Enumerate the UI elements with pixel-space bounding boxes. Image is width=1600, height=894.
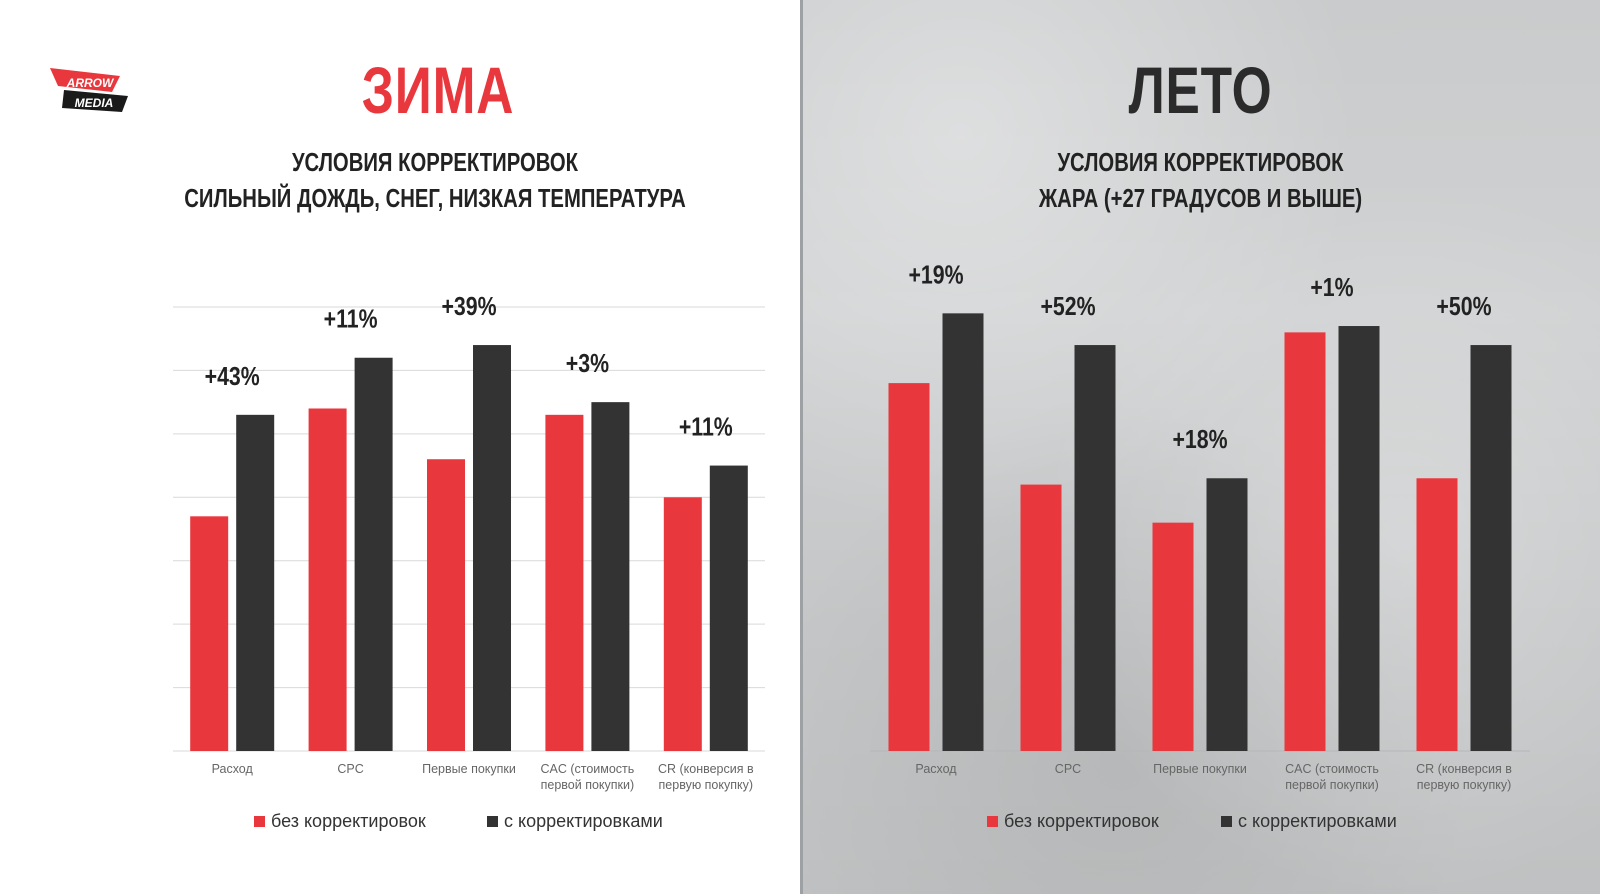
svg-text:MEDIA: MEDIA [75,96,114,110]
winter-legend-without: без корректировок [254,811,426,832]
category-label: Первые покупки [422,762,516,776]
bar-without-adjustments [1284,332,1326,751]
legend-swatch-dark [1221,816,1232,827]
bar-with-adjustments [354,357,393,751]
legend-swatch-red [987,816,998,827]
svg-text:ARROW: ARROW [66,76,115,90]
bar-without-adjustments [663,497,702,751]
bar-without-adjustments [427,459,465,751]
summer-subtitle-line2: ЖАРА (+27 ГРАДУСОВ И ВЫШЕ) [1038,183,1363,213]
legend-label: с корректировками [504,811,663,831]
category-label: Первые покупки [1153,762,1247,776]
delta-label: +43% [205,362,260,392]
category-label: CAC (стоимость [540,762,634,776]
bar-without-adjustments [1416,478,1458,751]
delta-label: +50% [1436,292,1491,322]
summer-panel [801,0,1600,894]
bar-without-adjustments [1152,522,1194,751]
summer-title: ЛЕТО [1128,53,1273,127]
delta-label: +19% [908,260,963,290]
summer-subtitle: УСЛОВИЯ КОРРЕКТИРОВОК ЖАРА (+27 ГРАДУСОВ… [889,144,1512,216]
bar-with-adjustments [473,345,511,751]
winter-chart: +43% Расход +11% CPC +39% Первые покупки +3% CA… [173,292,765,792]
delta-label: +52% [1040,292,1095,322]
bar-with-adjustments [1338,326,1380,751]
bar-with-adjustments [1206,478,1248,751]
category-label: первую покупку) [1417,778,1512,792]
category-label: первую покупку) [659,778,754,792]
winter-subtitle: УСЛОВИЯ КОРРЕКТИРОВОК СИЛЬНЫЙ ДОЖДЬ, СНЕ… [96,144,775,216]
bar-without-adjustments [190,516,229,751]
bar-with-adjustments [1470,345,1512,751]
bar-with-adjustments [236,414,275,751]
category-label: CR (конверсия в [658,762,754,776]
panel-divider [800,0,803,894]
winter-title: ЗИМА [361,53,515,127]
bar-without-adjustments [1020,484,1062,751]
bar-without-adjustments [888,383,930,751]
category-label: CAC (стоимость [1285,762,1379,776]
bar-with-adjustments [709,465,748,751]
delta-label: +39% [441,292,496,322]
delta-label: +3% [566,349,609,379]
legend-swatch-red [254,816,265,827]
bar-without-adjustments [545,414,584,751]
legend-swatch-dark [487,816,498,827]
category-label: Расход [915,762,957,776]
category-label: первой покупки) [1285,778,1379,792]
legend-label: с корректировками [1238,811,1397,831]
delta-label: +11% [679,413,733,443]
bar-with-adjustments [1074,345,1116,751]
arrow-media-logo: ARROW MEDIA [50,68,128,112]
delta-label: +18% [1172,425,1227,455]
winter-legend-with: с корректировками [487,811,663,832]
winter-subtitle-line1: УСЛОВИЯ КОРРЕКТИРОВОК [291,147,579,177]
winter-subtitle-line2: СИЛЬНЫЙ ДОЖДЬ, СНЕГ, НИЗКАЯ ТЕМПЕРАТУРА [184,183,686,213]
summer-legend-without: без корректировок [987,811,1159,832]
delta-label: +11% [324,305,378,335]
legend-label: без корректировок [271,811,426,831]
bar-with-adjustments [942,313,984,751]
category-label: CR (конверсия в [1416,762,1512,776]
legend-label: без корректировок [1004,811,1159,831]
delta-label: +1% [1310,273,1353,303]
category-label: первой покупки) [541,778,635,792]
category-label: CPC [337,762,363,776]
bar-without-adjustments [308,408,347,751]
category-label: Расход [212,762,254,776]
category-label: CPC [1055,762,1081,776]
bar-with-adjustments [591,402,630,751]
summer-legend-with: с корректировками [1221,811,1397,832]
summer-subtitle-line1: УСЛОВИЯ КОРРЕКТИРОВОК [1057,147,1344,177]
